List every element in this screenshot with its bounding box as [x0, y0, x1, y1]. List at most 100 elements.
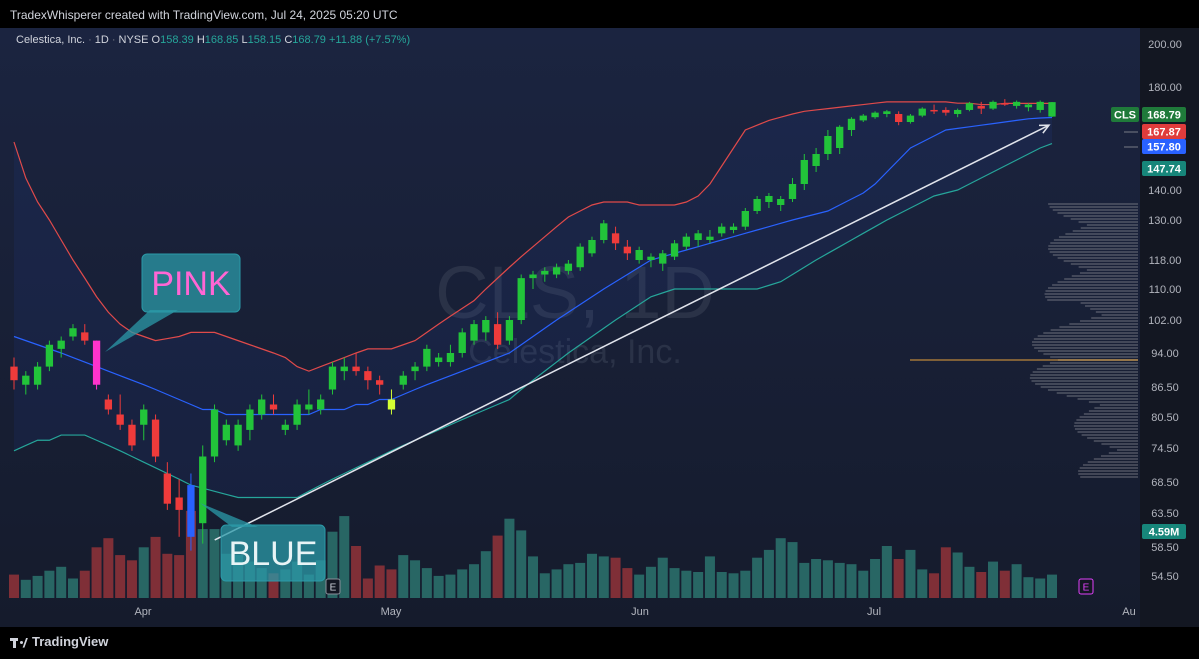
candle [281, 419, 289, 436]
candle [871, 111, 879, 119]
callout-box [141, 253, 241, 313]
candle-body [918, 108, 926, 116]
volume-profile-bar [1043, 353, 1138, 355]
volume-profile-bar [1078, 266, 1138, 268]
legend-c-label: C [284, 34, 293, 46]
volume-bar [917, 569, 928, 598]
candle [187, 473, 195, 551]
candle [1024, 103, 1033, 112]
candle-body [906, 115, 915, 122]
volume-profile-bar [1052, 284, 1138, 286]
volume-profile-bar [1043, 332, 1138, 334]
candle [777, 196, 785, 211]
candle [10, 357, 18, 390]
volume-profile-bar [1078, 473, 1138, 475]
volume-bar [91, 547, 102, 598]
volume-bar [799, 562, 810, 598]
candle [222, 419, 230, 446]
candle-body [895, 114, 903, 122]
candle-body [788, 184, 797, 199]
volume-bar [551, 569, 562, 598]
candle [57, 336, 65, 358]
candle [635, 246, 643, 264]
volume-bar [775, 538, 786, 598]
candle [364, 366, 372, 390]
volume-bar [811, 559, 822, 598]
volume-bar [681, 570, 692, 598]
time-axis-label: Jul [867, 606, 881, 618]
volume-profile-bar [1117, 449, 1138, 451]
candle-body [493, 324, 502, 345]
volume-profile-bar [1050, 329, 1138, 331]
volume-profile-bar [1030, 374, 1138, 376]
candles [10, 99, 1056, 551]
candle-body [482, 320, 490, 333]
volume-profile-bar [1090, 308, 1138, 310]
candle [446, 344, 455, 367]
candle [340, 357, 348, 381]
candle-body [812, 154, 820, 166]
volume-profile-bar [1083, 413, 1138, 415]
candle-body [977, 105, 985, 109]
candle-body [305, 404, 313, 410]
candle-body [1048, 102, 1056, 117]
volume-bar [539, 573, 550, 598]
legend-name: Celestica, Inc. [16, 34, 86, 46]
volume-profile-bar [1080, 227, 1138, 229]
candle-body [871, 112, 879, 118]
candle-body [989, 101, 997, 109]
candle [246, 404, 254, 441]
candle-body [836, 126, 844, 148]
volume-bar [268, 573, 279, 598]
volume-bar [174, 555, 185, 598]
candle [210, 404, 219, 463]
candle [33, 362, 42, 390]
tradingview-logo[interactable]: TradingView [10, 634, 108, 649]
price-axis-label: 200.00 [1148, 39, 1182, 51]
candle-body [647, 256, 655, 260]
volume-profile-bar [1101, 443, 1138, 445]
candle [824, 130, 832, 160]
candle [482, 316, 490, 341]
candle-body [258, 399, 266, 415]
candle [387, 389, 396, 415]
basis-badge-box [1142, 139, 1186, 154]
volume-profile-bar [1086, 224, 1138, 226]
candle [376, 375, 384, 395]
volume-bar [469, 564, 480, 598]
volume-bar [150, 536, 161, 598]
price-axis-label: 110.00 [1149, 284, 1182, 296]
candle [140, 404, 148, 441]
candle-body [1001, 103, 1009, 105]
candle-body [399, 375, 407, 385]
volume-profile-bar [1033, 338, 1138, 340]
volume-bar [976, 572, 987, 598]
volume-profile-bar [1047, 389, 1138, 391]
legend-l-label: L [241, 34, 248, 46]
candle-body [517, 278, 525, 320]
volume-profile-bar [1052, 209, 1138, 211]
price-axis-label: 180.00 [1148, 82, 1182, 94]
legend-exchange: NYSE [118, 34, 149, 46]
candle [623, 240, 632, 260]
volume-profile-bar [1048, 248, 1138, 250]
candle [1048, 102, 1056, 117]
earnings-marker-box [325, 578, 341, 595]
volume-profile-bar [1029, 377, 1138, 379]
volume-bar [610, 557, 621, 598]
volume-bar [197, 529, 208, 598]
candle-body [317, 399, 325, 410]
time-axis-label: Jun [631, 606, 649, 618]
candle [588, 236, 596, 257]
candle-body [411, 366, 419, 372]
volume-profile-bar [1040, 386, 1138, 388]
candle-body [729, 226, 738, 230]
volume-profile-bar [1031, 380, 1138, 382]
time-axis-label: Apr [134, 606, 151, 618]
volume-bar [138, 547, 149, 598]
candle [552, 263, 561, 279]
symbol-badge-box [1111, 107, 1139, 122]
basis-badge: 157.80 [1142, 139, 1186, 154]
upper-band-badge-text: 167.87 [1147, 127, 1181, 139]
